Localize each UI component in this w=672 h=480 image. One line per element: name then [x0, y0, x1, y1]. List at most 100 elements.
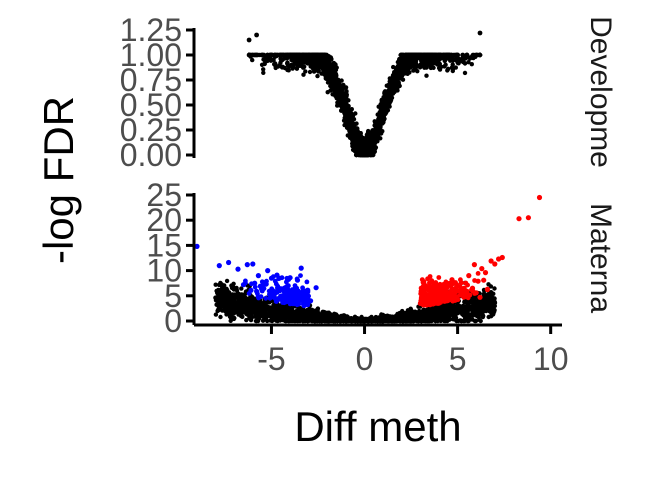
- cloud-point: [413, 60, 418, 66]
- cloud-point: [338, 99, 343, 104]
- cloud-point: [472, 296, 477, 301]
- cloud-point: [348, 134, 353, 139]
- cloud-point: [231, 311, 237, 316]
- cloud-point: [226, 290, 231, 295]
- cloud-point: [358, 131, 363, 136]
- data-point-hyper: [525, 215, 532, 221]
- cloud-point: [272, 61, 277, 67]
- cloud-point: [382, 96, 387, 102]
- cloud-point: [425, 307, 430, 313]
- data-point-hypo: [313, 285, 319, 291]
- cloud-point: [453, 56, 459, 62]
- cloud-point: [268, 56, 273, 61]
- data-point-hyper: [499, 254, 505, 261]
- cloud-point: [378, 136, 383, 141]
- cloud-point: [315, 62, 320, 67]
- cloud-point: [462, 70, 468, 76]
- cloud-point: [455, 60, 460, 66]
- cloud-point: [260, 318, 266, 323]
- cloud-point: [404, 52, 409, 58]
- cloud-point: [425, 59, 430, 65]
- cloud-point: [423, 64, 429, 69]
- cloud-point: [450, 68, 455, 74]
- cloud-point: [296, 316, 301, 321]
- cloud-point: [336, 77, 341, 83]
- data-point-not_significant: [315, 52, 321, 58]
- cloud-point: [431, 308, 437, 313]
- cloud-point: [278, 60, 283, 65]
- cloud-point: [421, 55, 426, 61]
- cloud-point: [261, 67, 266, 72]
- data-point-hypo: [250, 261, 256, 267]
- cloud-point: [324, 55, 329, 60]
- data-point-not_significant: [436, 52, 442, 58]
- data-point-not_significant: [418, 314, 423, 319]
- cloud-point: [481, 309, 486, 314]
- data-point-hyper: [516, 216, 522, 222]
- cloud-point: [412, 52, 418, 58]
- cloud-point: [378, 102, 383, 107]
- cloud-point: [290, 58, 295, 63]
- cloud-point: [310, 59, 316, 65]
- cloud-point: [395, 313, 400, 318]
- cloud-point: [329, 87, 335, 92]
- data-point-not_significant: [473, 304, 479, 310]
- cloud-point: [314, 318, 319, 324]
- data-point-hyper: [481, 277, 487, 283]
- cloud-point: [300, 318, 306, 324]
- data-point-hypo: [226, 259, 232, 266]
- cloud-point: [303, 69, 308, 74]
- cloud-point: [388, 94, 393, 99]
- cloud-point: [346, 98, 351, 103]
- cloud-point: [239, 286, 244, 291]
- cloud-point: [442, 57, 447, 63]
- data-point-hypo: [298, 265, 304, 271]
- cloud-point: [243, 298, 248, 303]
- data-point-not_significant: [343, 107, 349, 113]
- cloud-point: [458, 318, 463, 323]
- cloud-point: [398, 56, 404, 61]
- cloud-point: [274, 305, 279, 310]
- cloud-point: [376, 317, 381, 323]
- cloud-point: [317, 314, 323, 320]
- cloud-point: [446, 66, 451, 72]
- cloud-point: [333, 62, 338, 67]
- cloud-point: [377, 122, 383, 127]
- data-point-hypo: [235, 266, 241, 272]
- cloud-point: [404, 314, 409, 320]
- cloud-point: [320, 59, 326, 64]
- cloud-point: [230, 292, 235, 297]
- data-point-not_significant: [371, 137, 377, 143]
- cloud-point: [391, 79, 397, 84]
- cloud-point: [259, 309, 264, 315]
- data-point-not_significant: [287, 52, 293, 58]
- cloud-point: [401, 59, 407, 64]
- cloud-point: [331, 76, 336, 81]
- cloud-point: [413, 66, 418, 72]
- cloud-point: [400, 77, 406, 82]
- data-point-not_significant: [254, 32, 259, 38]
- cloud-point: [247, 297, 252, 302]
- data-point-hypo: [216, 263, 222, 269]
- cloud-point: [486, 307, 492, 312]
- cloud-point: [431, 65, 436, 71]
- bottom-significant-clusters: [243, 271, 490, 309]
- cloud-point: [333, 312, 339, 317]
- cloud-point: [386, 99, 392, 104]
- cloud-point: [477, 52, 483, 58]
- cloud-point: [299, 60, 304, 66]
- cloud-point: [231, 316, 237, 322]
- y-tick-label: 0.50: [120, 87, 182, 123]
- data-point-not_significant: [362, 318, 367, 324]
- top-dense-cloud: [246, 52, 483, 158]
- data-point-not_significant: [352, 137, 358, 143]
- cloud-point: [347, 115, 353, 121]
- cloud-point: [386, 315, 391, 320]
- cloud-point: [303, 52, 308, 58]
- data-point-hypo: [265, 268, 271, 274]
- cloud-point: [472, 318, 478, 324]
- cloud-point: [409, 62, 414, 68]
- cloud-point: [352, 134, 357, 139]
- data-point-not_significant: [455, 52, 460, 58]
- data-point-not_significant: [408, 52, 414, 58]
